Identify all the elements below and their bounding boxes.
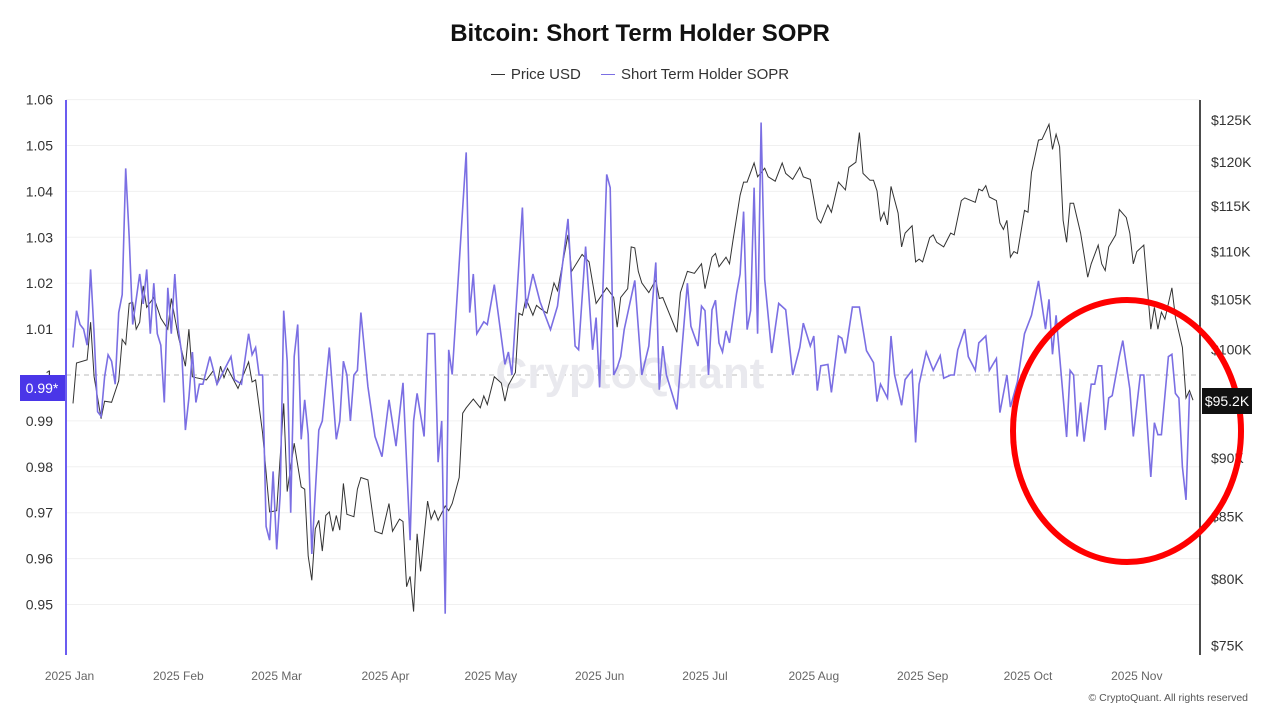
left-tick-label: 0.99 [26,413,53,429]
left-tick-label: 1.05 [26,137,53,153]
copyright: © CryptoQuant. All rights reserved [1088,692,1248,704]
x-tick-label: 2025 Mar [251,669,302,683]
left-tick-label: 0.96 [26,551,53,567]
x-tick-label: 2025 May [464,669,517,683]
x-tick-label: 2025 Jun [575,669,624,683]
left-tick-label: 0.95 [26,597,53,613]
left-axis-ticks: 1.061.051.041.031.021.0110.990.980.970.9… [26,92,53,613]
left-current-value-badge: 0.99* [20,375,65,401]
series-line-sopr [72,122,1191,614]
x-tick-label: 2025 Feb [153,669,204,683]
legend-label-sopr: Short Term Holder SOPR [621,65,790,83]
right-tick-label: $80K [1211,571,1244,587]
legend-label-price: Price USD [510,65,581,83]
right-tick-label: $115K [1211,198,1251,214]
legend-item-sopr[interactable]: Short Term Holder SOPR [601,66,789,83]
right-tick-label: $75K [1211,637,1244,653]
left-tick-label: 1.06 [26,92,53,108]
gridlines [66,99,1200,606]
legend-swatch-sopr [601,73,616,75]
chart-title: Bitcoin: Short Term Holder SOPR [450,20,830,47]
x-tick-label: 2025 Sep [897,669,949,683]
left-tick-label: 1.02 [26,275,53,291]
left-tick-label: 1.04 [26,183,53,199]
x-tick-label: 2025 Jan [45,669,94,683]
right-current-value-badge: $95.2K [1202,388,1252,414]
highlight-ellipse [1010,297,1244,565]
left-tick-label: 0.98 [26,459,53,475]
legend: Price USD Short Term Holder SOPR [0,62,1280,83]
left-tick-label: 0.97 [26,505,53,521]
left-current-value: 0.99* [26,380,59,396]
x-tick-label: 2025 Oct [1004,669,1053,683]
x-tick-label: 2025 Aug [788,669,839,683]
legend-swatch-price [490,73,505,75]
watermark: CryptoQuant [496,349,765,398]
right-tick-label: $120K [1211,154,1252,170]
left-tick-label: 1.01 [26,321,53,337]
right-current-value: $95.2K [1205,393,1250,409]
x-axis-ticks: 2025 Jan 2025 Feb 2025 Mar 2025 Apr 2025 May… [45,669,1163,683]
right-tick-label: $125K [1211,112,1252,128]
legend-item-price[interactable]: Price USD [490,65,581,83]
x-tick-label: 2025 Nov [1111,669,1162,683]
x-tick-label: 2025 Apr [361,669,409,683]
right-tick-label: $110K [1211,244,1251,260]
right-tick-label: $105K [1211,291,1252,307]
left-tick-label: 1.03 [26,229,53,245]
x-tick-label: 2025 Jul [682,669,727,683]
